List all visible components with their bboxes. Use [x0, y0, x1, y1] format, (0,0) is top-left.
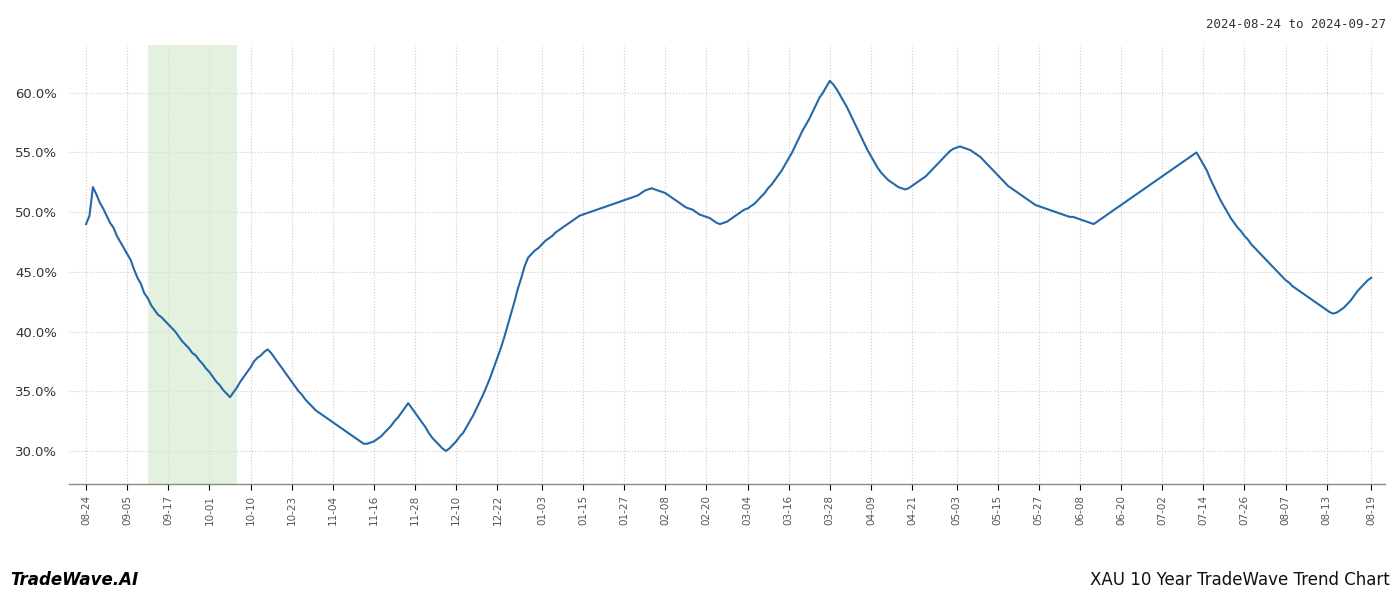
Text: TradeWave.AI: TradeWave.AI: [10, 571, 139, 589]
Bar: [148, 45, 237, 484]
Text: 2024-08-24 to 2024-09-27: 2024-08-24 to 2024-09-27: [1205, 18, 1386, 31]
Text: XAU 10 Year TradeWave Trend Chart: XAU 10 Year TradeWave Trend Chart: [1091, 571, 1390, 589]
